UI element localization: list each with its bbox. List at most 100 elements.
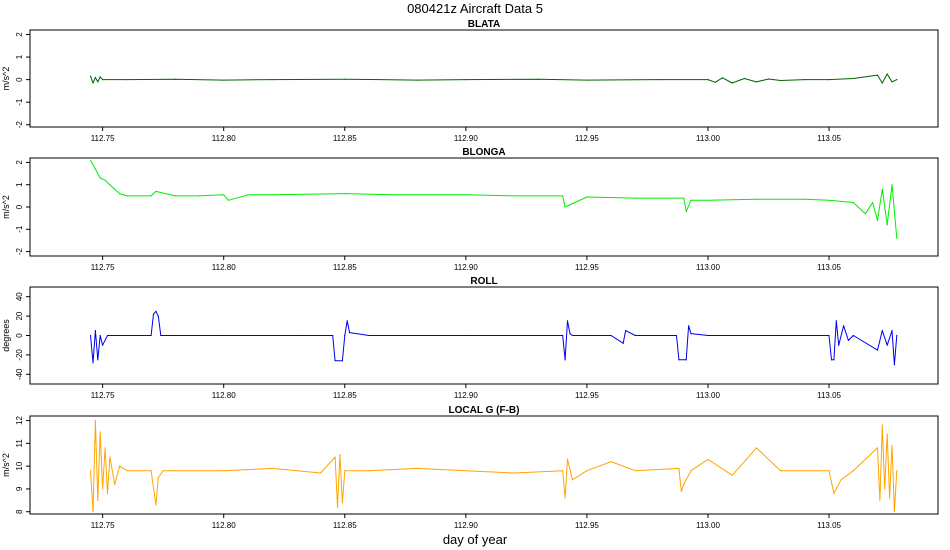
y-axis-label: m/s^2 [1,453,11,477]
data-point [881,82,883,84]
data-point [346,320,348,322]
data-point [465,334,467,337]
data-point [893,511,896,513]
data-point [344,334,346,337]
data-point [755,198,758,200]
data-point [334,360,336,362]
data-point [223,334,225,337]
data-point [625,330,627,332]
y-tick-label: 9 [15,486,24,491]
data-point [94,420,96,422]
data-point [416,467,418,469]
data-point [334,456,336,458]
data-point [828,334,830,337]
data-point [336,506,339,508]
y-tick-label: 1 [15,182,24,187]
data-point [896,470,898,472]
x-tick-label: 113.00 [696,134,720,143]
data-point [392,194,394,196]
data-point [586,79,588,81]
data-point [884,488,886,490]
data-point [223,470,225,472]
data-point [150,470,152,472]
data-point [114,483,116,485]
data-point [879,499,881,501]
x-tick-label: 112.75 [91,521,115,530]
data-point [271,194,273,196]
chart-panel-local-g: LOCAL G (F-B) m/s^2 8 9 10 11 12 112.75 112.80 11… [1,405,939,530]
data-point [886,344,888,346]
x-tick-label: 112.75 [91,263,115,272]
data-point [564,206,566,208]
x-tick-label: 112.90 [454,521,478,530]
data-point [119,465,121,467]
data-point [828,199,830,201]
data-point [198,195,201,197]
data-point [368,334,370,337]
data-point [743,77,745,80]
data-point [152,313,155,315]
data-point [680,490,682,492]
data-point [852,77,854,80]
data-point [893,364,896,366]
data-point [344,78,346,80]
chart-panel-blata: BLATA m/s^2 -2 -1 0 1 2 112.75 112.80 112.85 112.9… [1,19,939,143]
data-point [155,190,157,192]
x-tick-label: 112.95 [575,521,599,530]
data-point [126,195,128,197]
data-point [162,470,164,472]
x-tick-label: 112.80 [212,134,236,143]
data-point [150,334,152,337]
data-point [174,195,176,197]
data-point [320,472,322,474]
data-point [102,79,104,81]
data-point [586,334,588,337]
y-tick-label: -1 [15,98,24,106]
data-point [102,488,104,490]
data-point [102,344,104,346]
data-point [562,334,564,337]
data-point [271,467,273,469]
data-point [707,458,709,460]
data-point [610,461,612,463]
data-point [569,333,571,335]
data-point [247,194,249,196]
data-point [227,199,230,201]
data-point [89,334,92,337]
data-point [566,458,569,460]
y-tick-label: -2 [15,247,24,255]
panel-title: ROLL [470,276,497,287]
data-point [833,492,835,495]
y-tick-label: -20 [15,349,24,361]
data-point [271,79,273,81]
data-point [97,499,99,501]
data-point [106,334,109,337]
figure-xlabel: day of year [443,532,508,547]
data-point [94,76,96,78]
data-point [92,362,94,364]
data-point [586,470,588,472]
data-point [840,479,842,481]
data-point [755,447,758,449]
data-point [160,334,162,337]
y-tick-label: 0 [15,204,24,209]
data-point [804,79,806,81]
data-point [119,193,121,195]
data-point [833,359,835,361]
x-tick-label: 113.05 [817,391,841,400]
data-point [634,334,636,337]
chart-panel-blonga: BLONGA m/s^2 -2 -1 0 1 2 112.75 112.80 112.85 112.… [1,147,939,272]
data-point [150,195,152,197]
y-tick-label: 40 [15,292,24,301]
x-tick-label: 113.00 [696,263,720,272]
data-point [688,325,690,327]
data-point [344,193,346,195]
data-point [707,79,709,81]
plot-frame [29,415,939,515]
y-tick-label: 12 [15,416,24,425]
data-point [562,470,564,472]
data-point [109,456,111,458]
y-tick-label: 10 [15,461,24,470]
y-axis-label: degrees [1,319,11,352]
